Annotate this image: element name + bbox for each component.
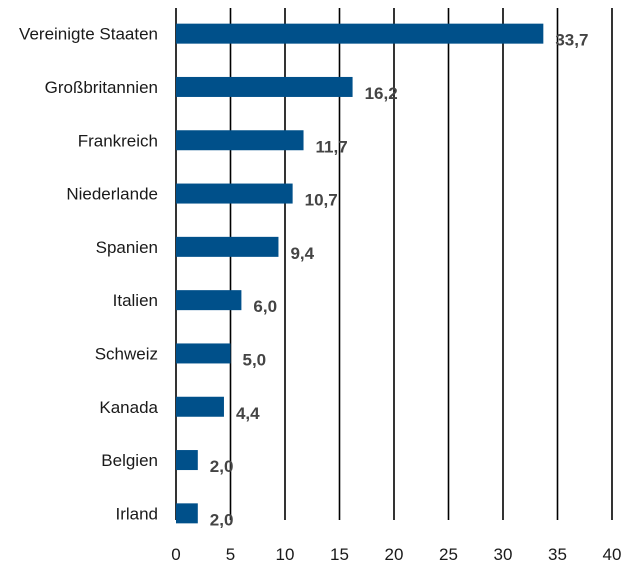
category-label: Irland [115, 504, 158, 523]
category-label: Spanien [96, 238, 158, 257]
bar-2 [176, 130, 304, 151]
bar-3 [176, 183, 293, 204]
bar-0 [176, 23, 544, 44]
x-tick-label: 25 [439, 545, 458, 564]
bar-5 [176, 290, 242, 311]
category-label: Kanada [99, 398, 158, 417]
category-label: Vereinigte Staaten [19, 25, 158, 44]
bar-4 [176, 236, 279, 257]
x-tick-label: 5 [226, 545, 235, 564]
x-tick-label: 10 [276, 545, 295, 564]
category-label: Frankreich [78, 131, 158, 150]
value-label: 16,2 [365, 84, 398, 103]
category-label: Belgien [101, 451, 158, 470]
value-label: 11,7 [316, 137, 348, 156]
bar-8 [176, 450, 198, 471]
value-labels: 33,7 16,2 11,7 10,7 9,4 6,0 5,0 4,4 2,0 2,0 [210, 31, 589, 530]
x-tick-label: 15 [330, 545, 349, 564]
value-label: 4,4 [236, 404, 260, 423]
x-axis-ticks: 0 5 10 15 20 25 30 35 40 [171, 545, 621, 564]
bar-6 [176, 343, 231, 364]
category-labels: Vereinigte Staaten Großbritannien Frankrei… [19, 25, 158, 524]
value-label: 2,0 [210, 510, 234, 529]
x-tick-label: 20 [385, 545, 404, 564]
value-label: 10,7 [305, 191, 338, 210]
value-label: 33,7 [555, 31, 588, 50]
x-tick-label: 40 [603, 545, 622, 564]
value-label: 9,4 [290, 244, 314, 263]
category-label: Niederlande [66, 185, 158, 204]
x-tick-label: 35 [548, 545, 567, 564]
bar-9 [176, 503, 198, 524]
bar-1 [176, 76, 353, 97]
bars [176, 23, 544, 524]
category-label: Schweiz [95, 344, 158, 363]
x-tick-label: 0 [171, 545, 180, 564]
category-label: Italien [113, 291, 158, 310]
value-label: 5,0 [243, 350, 267, 369]
value-label: 6,0 [253, 297, 277, 316]
category-label: Großbritannien [45, 78, 158, 97]
bar-7 [176, 396, 224, 417]
x-tick-label: 30 [494, 545, 513, 564]
value-label: 2,0 [210, 457, 234, 476]
